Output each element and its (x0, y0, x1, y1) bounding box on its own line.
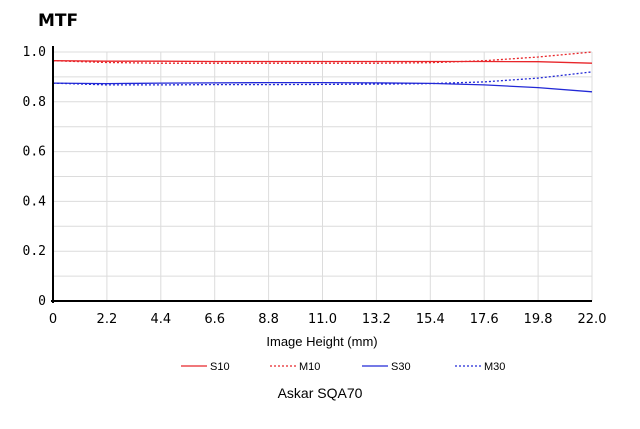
x-tick-label: 11.0 (308, 312, 337, 327)
legend-label-m30: M30 (484, 361, 505, 373)
chart-title: MTF (38, 11, 78, 31)
y-tick-label: 0 (38, 294, 46, 309)
x-tick-labels: 0 2.2 4.4 6.6 8.8 11.0 13.2 15.4 17.6 19.8 22.0 (49, 312, 607, 327)
legend-label-s10: S10 (210, 361, 230, 373)
series-line-s10 (52, 60, 593, 64)
x-tick-label: 8.8 (258, 312, 279, 327)
legend-label-s30: S30 (391, 361, 411, 373)
y-tick-labels: 0 0.2 0.4 0.6 0.8 1.0 (23, 45, 47, 309)
x-axis-label: Image Height (mm) (266, 334, 377, 349)
series-layer (52, 51, 593, 93)
y-tick-label: 1.0 (23, 45, 46, 60)
y-tick-label: 0.2 (23, 244, 46, 259)
legend: S10 M10 S30 M30 (181, 361, 505, 373)
x-tick-label: 4.4 (150, 312, 171, 327)
series-line-m30 (52, 71, 593, 86)
series-line-s30 (52, 81, 593, 93)
y-tick-label: 0.6 (23, 145, 46, 160)
series-line-m10 (52, 51, 593, 64)
x-tick-label: 22.0 (578, 312, 607, 327)
x-tick-label: 17.6 (470, 312, 499, 327)
x-tick-label: 0 (49, 312, 57, 327)
grid (52, 51, 593, 302)
chart-caption: Askar SQA70 (278, 385, 363, 401)
x-tick-label: 6.6 (204, 312, 225, 327)
x-tick-label: 13.2 (362, 312, 391, 327)
x-tick-label: 2.2 (97, 312, 118, 327)
y-tick-label: 0.8 (23, 95, 46, 110)
x-tick-label: 19.8 (524, 312, 553, 327)
legend-label-m10: M10 (299, 361, 320, 373)
axes (51, 46, 592, 303)
x-tick-label: 15.4 (416, 312, 445, 327)
y-tick-label: 0.4 (23, 194, 47, 209)
